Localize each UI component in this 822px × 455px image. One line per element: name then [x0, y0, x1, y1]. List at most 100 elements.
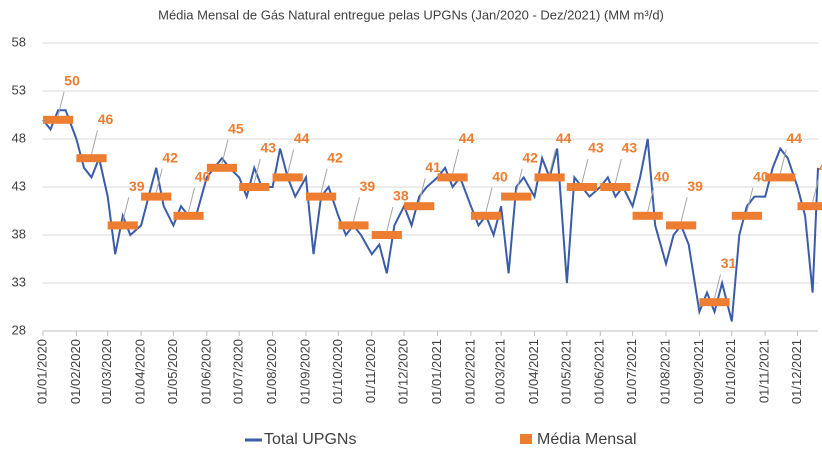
- x-tick-label: 01/07/2020: [231, 339, 246, 404]
- leader-line: [746, 187, 754, 212]
- leader-line: [812, 178, 820, 203]
- data-label: 46: [98, 111, 114, 127]
- x-tick-label: 01/08/2021: [657, 339, 672, 404]
- data-label: 40: [492, 169, 508, 185]
- monthly-mean-bar: [107, 221, 138, 230]
- y-tick-label: 28: [12, 322, 26, 337]
- data-label: 43: [588, 140, 604, 156]
- x-tick-label: 01/10/2021: [723, 339, 738, 404]
- x-tick-label: 01/12/2020: [396, 339, 411, 404]
- monthly-mean-bar: [272, 173, 303, 182]
- leader-line: [122, 197, 130, 222]
- monthly-mean-bar: [765, 173, 796, 182]
- monthly-mean-bar: [600, 183, 631, 191]
- leader-line: [155, 168, 163, 193]
- leader-line: [386, 206, 394, 232]
- monthly-mean-bar: [731, 211, 762, 220]
- leader-line: [320, 168, 328, 193]
- data-label: 40: [654, 169, 670, 185]
- data-label: 41: [425, 159, 441, 175]
- monthly-mean-bar: [306, 192, 337, 201]
- legend-label: Média Mensal: [537, 431, 637, 448]
- data-label: 50: [64, 73, 80, 89]
- x-tick-label: 01/03/2021: [493, 339, 508, 404]
- leader-line: [779, 149, 787, 174]
- leader-line: [549, 149, 557, 174]
- data-label: 31: [721, 255, 737, 271]
- data-label: 44: [294, 130, 310, 146]
- x-tick-label: 01/01/2020: [34, 339, 49, 404]
- monthly-mean-bar: [206, 163, 238, 172]
- x-tick-label: 01/06/2020: [198, 339, 213, 404]
- data-label: 38: [393, 188, 409, 204]
- leader-line: [485, 187, 493, 212]
- x-tick-label: 01/02/2020: [68, 339, 83, 404]
- leader-line: [614, 158, 622, 184]
- leader-line: [91, 130, 98, 155]
- data-label: 43: [260, 140, 276, 156]
- x-tick-label: 01/09/2021: [691, 339, 706, 404]
- data-label: 42: [522, 149, 538, 165]
- monthly-mean-bar: [371, 231, 402, 239]
- y-tick-label: 48: [12, 130, 26, 145]
- data-label: 42: [162, 149, 178, 165]
- legend-swatch: [520, 434, 532, 444]
- x-tick-label: 01/02/2021: [462, 339, 477, 404]
- y-tick-label: 43: [12, 178, 26, 193]
- leader-line: [287, 149, 295, 174]
- leader-line: [57, 91, 65, 116]
- data-label: 43: [622, 140, 638, 156]
- data-label: 39: [687, 178, 703, 194]
- data-label: 40: [195, 169, 211, 185]
- y-tick-label: 58: [12, 34, 26, 49]
- data-label: 44: [556, 130, 572, 146]
- monthly-mean-bar: [338, 221, 369, 230]
- leader-line: [352, 197, 360, 222]
- monthly-mean-bar: [797, 202, 822, 211]
- x-tick-label: 01/01/2021: [429, 339, 444, 404]
- leader-line: [714, 274, 722, 299]
- monthly-mean-bar: [566, 183, 598, 191]
- leader-line: [452, 149, 460, 174]
- x-tick-label: 01/04/2020: [133, 339, 148, 404]
- x-tick-label: 01/09/2020: [297, 339, 312, 404]
- monthly-mean-bar: [43, 115, 74, 124]
- data-label: 39: [360, 178, 376, 194]
- leader-line: [515, 168, 523, 193]
- y-tick-label: 38: [12, 226, 26, 241]
- monthly-mean-bar: [470, 211, 502, 220]
- monthly-mean-bar: [76, 154, 107, 163]
- leader-line: [581, 158, 589, 184]
- data-label: 41: [819, 159, 822, 175]
- leader-line: [221, 139, 229, 164]
- data-label: 45: [228, 121, 244, 137]
- x-tick-label: 01/12/2021: [789, 339, 804, 404]
- monthly-mean-bar: [437, 173, 468, 182]
- monthly-mean-bar: [239, 183, 270, 191]
- line-series: [42, 109, 819, 322]
- data-label: 40: [753, 169, 769, 185]
- data-label: 44: [459, 130, 475, 146]
- leader-line: [680, 197, 688, 222]
- chart-title: Média Mensal de Gás Natural entregue pel…: [158, 7, 664, 22]
- monthly-mean-bar: [404, 202, 435, 211]
- monthly-mean-bar: [534, 173, 565, 182]
- x-tick-label: 01/10/2020: [330, 339, 345, 404]
- x-tick-label: 01/03/2020: [99, 339, 114, 404]
- x-tick-label: 01/05/2020: [165, 339, 180, 404]
- leader-line: [253, 158, 261, 184]
- x-tick-label: 01/08/2020: [264, 339, 279, 404]
- leader-line: [418, 178, 426, 203]
- monthly-mean-bar: [173, 211, 204, 220]
- x-tick-label: 01/11/2021: [757, 339, 772, 403]
- data-label: 39: [129, 178, 145, 194]
- leader-line: [647, 187, 655, 212]
- monthly-mean-bar: [632, 211, 663, 220]
- x-tick-label: 01/04/2021: [526, 339, 541, 404]
- monthly-mean-bar: [666, 221, 697, 230]
- x-tick-label: 01/11/2020: [363, 339, 378, 403]
- y-tick-label: 53: [12, 82, 26, 97]
- y-tick-label: 33: [12, 274, 26, 289]
- monthly-mean-bar: [699, 298, 730, 307]
